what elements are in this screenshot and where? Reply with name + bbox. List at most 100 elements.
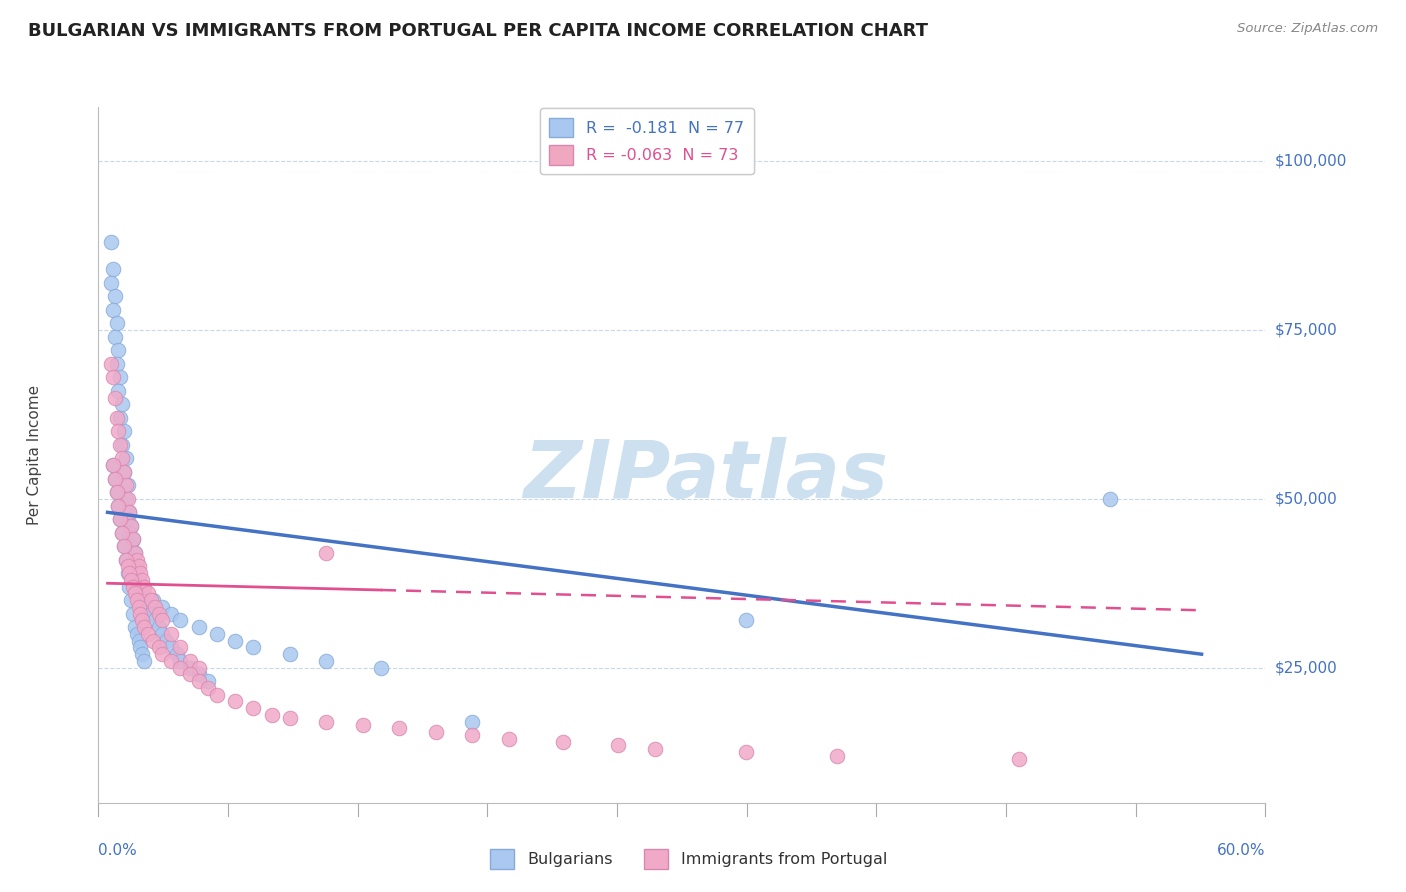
Point [131, 586, 153, 600]
Point [120, 519, 142, 533]
Point [101, 370, 124, 384]
Point [129, 566, 152, 581]
Point [105, 485, 128, 500]
Point [150, 647, 173, 661]
Point [125, 593, 148, 607]
Text: $100,000: $100,000 [1274, 153, 1347, 169]
Point [425, 724, 447, 739]
Point [122, 552, 145, 566]
Point [169, 654, 191, 668]
Point [105, 357, 128, 371]
Point [388, 722, 411, 736]
Point [260, 708, 283, 723]
Point [132, 654, 155, 668]
Point [197, 674, 219, 689]
Point [111, 438, 134, 452]
Text: $50,000: $50,000 [1274, 491, 1337, 507]
Point [128, 573, 150, 587]
Point [118, 505, 141, 519]
Point [114, 451, 136, 466]
Point [105, 316, 128, 330]
Point [160, 640, 183, 655]
Point [110, 512, 132, 526]
Point [114, 478, 136, 492]
Point [1099, 491, 1122, 506]
Point [122, 533, 145, 547]
Point [142, 593, 165, 607]
Point [136, 599, 159, 614]
Point [461, 728, 484, 742]
Point [553, 735, 575, 749]
Point [141, 593, 163, 607]
Point [224, 633, 246, 648]
Point [131, 573, 153, 587]
Point [187, 620, 209, 634]
Point [131, 647, 153, 661]
Point [101, 302, 124, 317]
Point [112, 539, 135, 553]
Text: 0.0%: 0.0% [98, 843, 138, 858]
Point [150, 614, 173, 628]
Point [117, 559, 139, 574]
Point [169, 661, 191, 675]
Point [101, 458, 124, 472]
Point [118, 580, 141, 594]
Point [315, 714, 337, 729]
Point [110, 410, 132, 425]
Point [734, 745, 756, 759]
Point [278, 711, 301, 725]
Point [187, 667, 209, 681]
Text: $25,000: $25,000 [1274, 660, 1337, 675]
Point [110, 438, 132, 452]
Point [107, 499, 129, 513]
Text: ZIPatlas: ZIPatlas [523, 437, 887, 515]
Point [141, 607, 163, 621]
Point [124, 546, 146, 560]
Point [160, 654, 183, 668]
Point [205, 627, 228, 641]
Point [197, 681, 219, 695]
Text: BULGARIAN VS IMMIGRANTS FROM PORTUGAL PER CAPITA INCOME CORRELATION CHART: BULGARIAN VS IMMIGRANTS FROM PORTUGAL PE… [28, 22, 928, 40]
Point [242, 701, 264, 715]
Point [129, 640, 152, 655]
Point [136, 586, 159, 600]
Point [120, 593, 142, 607]
Point [104, 289, 127, 303]
Point [128, 633, 150, 648]
Point [825, 748, 848, 763]
Point [278, 647, 301, 661]
Point [107, 499, 129, 513]
Point [129, 580, 152, 594]
Point [101, 458, 124, 472]
Point [104, 391, 127, 405]
Point [117, 478, 139, 492]
Point [498, 731, 520, 746]
Point [187, 661, 209, 675]
Point [110, 370, 132, 384]
Point [100, 357, 122, 371]
Point [105, 410, 128, 425]
Point [179, 661, 201, 675]
Point [169, 614, 191, 628]
Point [148, 620, 170, 634]
Point [644, 741, 666, 756]
Point [179, 667, 201, 681]
Point [118, 505, 141, 519]
Point [104, 472, 127, 486]
Point [124, 566, 146, 581]
Point [148, 640, 170, 655]
Point [117, 566, 139, 581]
Point [150, 599, 173, 614]
Point [166, 647, 188, 661]
Point [125, 627, 148, 641]
Point [370, 661, 392, 675]
Point [1008, 752, 1031, 766]
Point [136, 627, 159, 641]
Point [734, 614, 756, 628]
Point [120, 539, 142, 553]
Point [124, 620, 146, 634]
Point [142, 633, 165, 648]
Point [143, 614, 166, 628]
Point [111, 397, 134, 411]
Point [122, 580, 145, 594]
